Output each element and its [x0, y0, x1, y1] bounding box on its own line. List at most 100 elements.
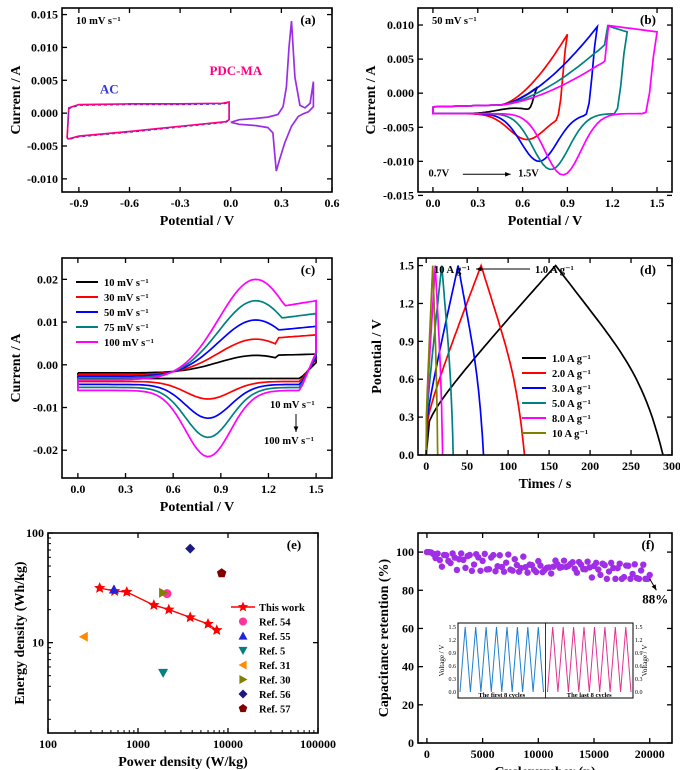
rate-arrow-head: [476, 266, 482, 272]
x-tick-label: -0.9: [69, 196, 88, 210]
x-tick-label: 100: [499, 459, 517, 473]
inset-gcd-right: [547, 626, 632, 693]
legend-label-2: 50 mV s⁻¹: [104, 308, 149, 319]
y-tick-label: -0.005: [27, 139, 58, 153]
legend-label-6: Ref. 56: [259, 690, 291, 701]
panel-b: 0.0 0.3 0.6 0.9 1.2 1.5 -0.015 -0.010 -0.005 0.00…: [364, 7, 673, 229]
data-point-ref-31: [78, 631, 88, 642]
cv-rate-curve-0: [77, 353, 317, 380]
y-tick-label: 1.2: [399, 296, 414, 310]
retention-point: [631, 561, 638, 568]
x-tick-label: 0.6: [166, 482, 181, 496]
gcd-curve-3: [425, 265, 455, 456]
data-point-this-work: [94, 582, 106, 593]
retention-point: [637, 567, 645, 574]
legend-label-3: Ref. 5: [259, 647, 285, 658]
legend-label-5: 10 A g⁻¹: [552, 429, 588, 440]
inset-y-label-right: Voltage / V: [641, 645, 649, 677]
panel-b-frame: [417, 7, 673, 193]
window-end-label: 1.5V: [518, 168, 539, 179]
y-tick-label: 10: [32, 636, 44, 650]
legend-label-3: 5.0 A g⁻¹: [552, 399, 591, 410]
x-tick-label: 0.6: [515, 196, 530, 210]
retention-point: [481, 550, 488, 558]
legend-label-3: 75 mV s⁻¹: [104, 323, 149, 334]
retention-point: [603, 575, 611, 583]
retention-point: [547, 570, 555, 577]
x-axis-label: Power density (W/kg): [118, 755, 248, 770]
panel-c-frame: [61, 257, 333, 479]
data-point-this-work: [211, 624, 223, 635]
retention-point: [640, 561, 647, 568]
cv-window-curve-4: [432, 24, 659, 176]
legend-marker-5: [239, 675, 248, 684]
cv-window-curve-3: [432, 24, 629, 171]
retention-point: [573, 569, 581, 576]
inset-right-label: The last 8 cycles: [567, 692, 612, 699]
inset-left-label: The first 8 cycles: [478, 692, 525, 699]
window-arrow-head: [505, 171, 511, 177]
retention-point: [537, 562, 544, 569]
pdc-ma-label: PDC-MA: [209, 63, 262, 78]
inset-y-tick-right: 0.9: [635, 651, 643, 657]
retention-point: [511, 555, 518, 563]
rate-arrow-from: 1.0 A g⁻¹: [535, 265, 574, 276]
legend-label-0: 1.0 A g⁻¹: [552, 354, 591, 365]
data-point-ref-55: [108, 584, 119, 594]
data-point-this-work: [163, 603, 175, 615]
data-point-this-work: [202, 618, 214, 629]
data-point-ref-56: [185, 543, 196, 554]
panel-f: 0 5000 10000 15000 20000 0 20 40 60 80 100 Cyclenum…: [377, 532, 673, 770]
retention-point: [453, 566, 461, 574]
retention-point: [569, 559, 576, 566]
x-tick-label: 0: [423, 459, 429, 473]
retention-point: [646, 571, 653, 579]
x-tick-label: 0.9: [213, 482, 228, 496]
data-point-this-work: [184, 611, 196, 623]
panel-label: (c): [301, 262, 315, 277]
y-tick-label: 0.01: [37, 315, 58, 329]
legend-label-0: 10 mV s⁻¹: [104, 278, 149, 289]
x-tick-label: 150: [540, 459, 558, 473]
x-axis-label: Potential / V: [508, 214, 582, 229]
retention-point: [627, 575, 634, 583]
retention-point: [505, 551, 512, 558]
legend-label-7: Ref. 57: [259, 705, 291, 716]
retention-point: [479, 557, 486, 565]
retention-point: [438, 563, 446, 570]
cv-curve-ac-blue: [66, 102, 230, 141]
data-point-ref-57: [216, 568, 227, 578]
data-point-ref-30: [159, 587, 169, 598]
retention-point: [496, 552, 503, 559]
inset-y-tick-left: 1.5: [449, 625, 457, 631]
retention-point: [616, 560, 623, 567]
y-axis-label: Current / A: [364, 65, 379, 135]
legend-label-4: 8.0 A g⁻¹: [552, 414, 591, 425]
y-tick-label: 0.005: [31, 73, 58, 87]
x-axis-label: Times / s: [519, 477, 572, 492]
inset-y-tick-left: 0.0: [449, 690, 457, 696]
legend-label-1: 30 mV s⁻¹: [104, 293, 149, 304]
rate-arrow-head: [293, 426, 299, 432]
inset-y-tick-right: 0.3: [635, 677, 643, 683]
retention-point: [592, 559, 600, 567]
panel-e: 100 1000 10000 100000 10 100 Power density (W/…: [13, 526, 336, 770]
gcd-curve-5: [425, 265, 439, 456]
scan-rate-label: 50 mV s⁻¹: [432, 16, 477, 27]
gcd-curve-1: [425, 263, 526, 456]
x-tick-label: 20000: [635, 747, 665, 761]
legend-marker-6: [238, 689, 248, 699]
y-axis-label: Potential / V: [370, 319, 385, 393]
x-tick-label: 0.3: [118, 482, 133, 496]
x-tick-label: 100: [39, 737, 57, 751]
inset-y-tick-left: 0.6: [449, 664, 457, 670]
y-axis-label: Current / A: [9, 65, 24, 135]
cv-rate-curve-2: [77, 319, 317, 420]
y-tick-label: 0.3: [399, 410, 414, 424]
y-tick-label: -0.015: [383, 188, 414, 202]
x-tick-label: 1.2: [605, 196, 620, 210]
retention-point: [607, 559, 615, 567]
inset-y-tick-left: 1.2: [449, 638, 457, 644]
y-axis-label: Energy density (Wh/kg): [13, 561, 28, 704]
x-tick-label: 50: [461, 459, 473, 473]
